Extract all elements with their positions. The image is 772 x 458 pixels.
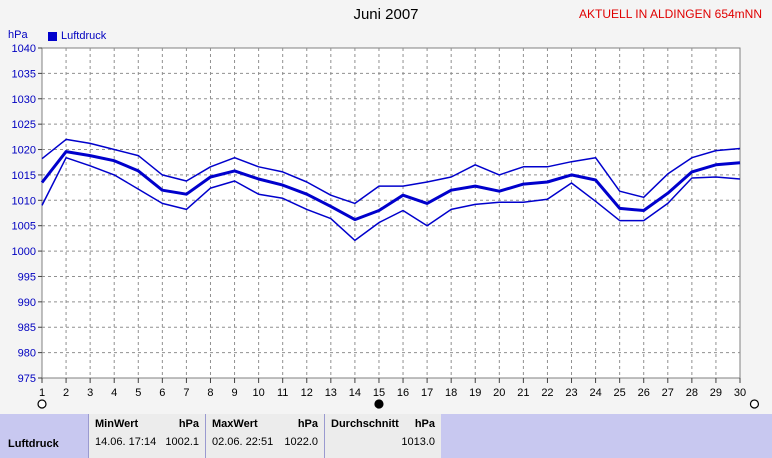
x-tick-label: 23	[565, 387, 577, 399]
y-tick-label: 1020	[12, 145, 36, 157]
x-tick-label: 20	[493, 387, 505, 399]
x-tick-label: 25	[614, 387, 626, 399]
avg-header: Durchschnitt	[331, 418, 399, 430]
max-header: MaxWert	[212, 418, 258, 430]
x-tick-label: 19	[469, 387, 481, 399]
avg-unit: hPa	[414, 418, 435, 430]
x-tick-label: 29	[710, 387, 722, 399]
y-tick-label: 995	[18, 271, 36, 283]
max-value: 1022.0	[284, 436, 318, 448]
x-tick-label: 4	[111, 387, 117, 399]
x-axis: 1 2 3 4 5 6 7 8 9 10 11 12 13 14 15 16 17 18 19 20 21 22 23 24 2…	[39, 378, 746, 399]
open-circle-marker[interactable]	[37, 399, 47, 409]
series-lines	[40, 138, 741, 242]
min-header: MinWert	[95, 418, 139, 430]
y-tick-label: 1005	[12, 221, 36, 233]
min-value: 1002.1	[165, 436, 199, 448]
y-axis-label: hPa	[8, 29, 28, 41]
max-unit: hPa	[297, 418, 318, 430]
x-tick-label: 30	[734, 387, 746, 399]
y-tick-label: 1025	[12, 119, 36, 131]
day-markers	[37, 399, 760, 409]
x-tick-label: 21	[517, 387, 529, 399]
y-tick-label: 975	[18, 373, 36, 385]
y-tick-label: 985	[18, 322, 36, 334]
avg-cell: Durchschnitt hPa 1013.0	[324, 414, 441, 458]
x-tick-label: 9	[231, 387, 237, 399]
x-tick-label: 18	[445, 387, 457, 399]
x-tick-label: 13	[325, 387, 337, 399]
min-time: 17:14	[128, 436, 157, 448]
x-tick-label: 15	[373, 387, 385, 399]
y-tick-label: 980	[18, 348, 36, 360]
max-date: 02.06.	[212, 436, 243, 448]
x-tick-label: 26	[638, 387, 650, 399]
y-axis: 975 980 985 990 995 1000 1005 1010 1015 1020 1025 1…	[12, 43, 42, 385]
x-tick-label: 22	[541, 387, 553, 399]
plot-area	[41, 47, 741, 379]
y-tick-label: 1030	[12, 94, 36, 106]
x-tick-label: 10	[252, 387, 264, 399]
x-tick-label: 14	[349, 387, 361, 399]
max-cell: MaxWert hPa 02.06. 22:51 1022.0	[205, 414, 324, 458]
avg-value: 1013.0	[401, 436, 435, 448]
x-tick-label: 17	[421, 387, 433, 399]
legend-label: Luftdruck	[61, 30, 107, 42]
x-tick-label: 5	[135, 387, 141, 399]
min-unit: hPa	[178, 418, 199, 430]
chart-title: Juni 2007	[353, 6, 419, 23]
grid	[42, 48, 740, 378]
x-tick-label: 28	[686, 387, 698, 399]
x-tick-label: 7	[183, 387, 189, 399]
stats-row-label: Luftdruck	[8, 438, 59, 450]
x-tick-label: 16	[397, 387, 409, 399]
y-tick-label: 1040	[12, 43, 36, 55]
x-tick-label: 12	[301, 387, 313, 399]
x-tick-label: 3	[87, 387, 93, 399]
max-time: 22:51	[245, 436, 274, 448]
min-cell: MinWert hPa 14.06. 17:14 1002.1	[88, 414, 205, 458]
y-tick-label: 1000	[12, 246, 36, 258]
pressure-chart: 9759809859909951000100510101015102010251…	[8, 29, 760, 409]
y-tick-label: 1015	[12, 170, 36, 182]
y-tick-label: 1010	[12, 195, 36, 207]
x-tick-label: 27	[662, 387, 674, 399]
series-line-max	[41, 138, 741, 205]
y-tick-label: 1035	[12, 68, 36, 80]
open-circle-marker[interactable]	[749, 399, 760, 409]
x-tick-label: 2	[63, 387, 69, 399]
x-tick-label: 11	[277, 387, 288, 399]
legend: Luftdruck	[48, 30, 106, 42]
x-tick-label: 1	[39, 387, 45, 399]
station-label: AKTUELL IN ALDINGEN 654mNN	[579, 7, 762, 21]
x-tick-label: 24	[589, 387, 601, 399]
legend-swatch	[48, 31, 57, 41]
series-line-min	[41, 156, 741, 242]
x-tick-label: 6	[159, 387, 165, 399]
min-date: 14.06.	[95, 436, 126, 448]
y-tick-label: 990	[18, 297, 36, 309]
stats-panel: Luftdruck MinWert hPa 14.06. 17:14 1002.1 …	[0, 414, 772, 458]
filled-circle-marker[interactable]	[374, 399, 384, 409]
series-line-avg	[40, 150, 741, 222]
x-tick-label: 8	[207, 387, 213, 399]
